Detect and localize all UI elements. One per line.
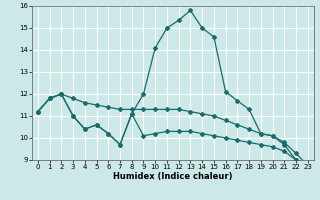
- X-axis label: Humidex (Indice chaleur): Humidex (Indice chaleur): [113, 172, 233, 181]
